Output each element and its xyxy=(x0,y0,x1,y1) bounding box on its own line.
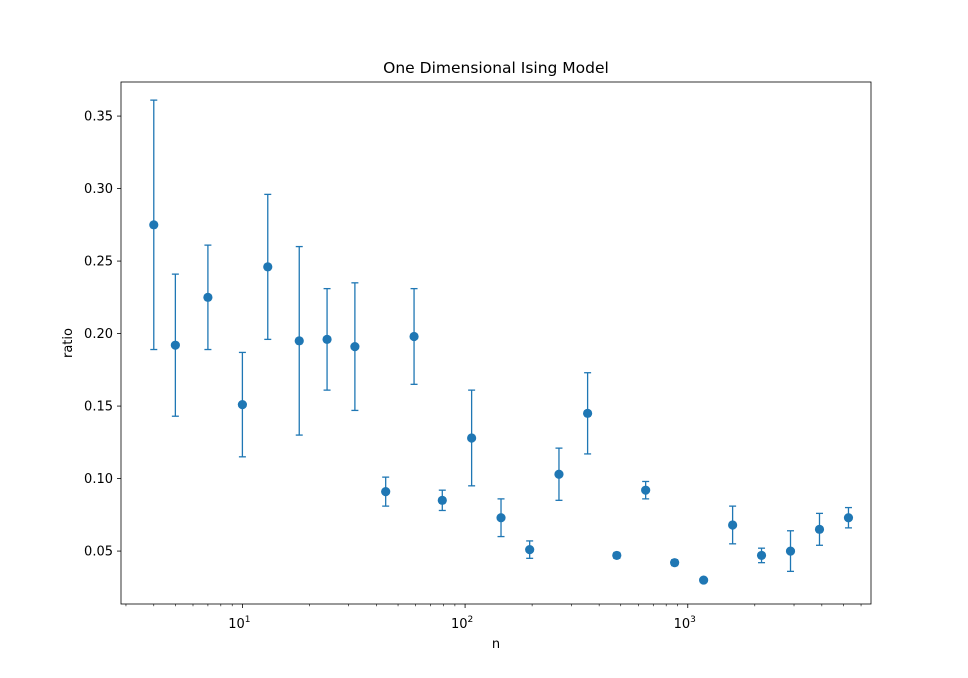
x-axis-ticks: 101 102 103 xyxy=(125,604,862,632)
data-point xyxy=(525,545,535,555)
y-axis-label: ratio xyxy=(61,328,76,358)
y-tick-label: 0.25 xyxy=(84,255,113,270)
data-point xyxy=(612,550,622,561)
y-tick-label: 0.35 xyxy=(84,110,113,125)
data-point xyxy=(409,331,419,342)
data-point xyxy=(350,342,360,352)
chart-title: One Dimensional Ising Model xyxy=(383,59,609,77)
data-point xyxy=(785,546,796,556)
data-point xyxy=(294,336,304,346)
data-point xyxy=(670,558,680,568)
x-axis-label: n xyxy=(492,637,500,652)
y-tick-label: 0.10 xyxy=(84,472,113,487)
data-point xyxy=(496,513,506,523)
data-point xyxy=(170,340,180,350)
data-point xyxy=(203,292,213,302)
data-point xyxy=(641,485,651,495)
data-point xyxy=(437,495,447,505)
x-tick-label: 103 xyxy=(674,615,696,632)
data-point xyxy=(728,520,738,530)
axes-frame xyxy=(120,81,872,605)
y-axis-ticks: 0.05 0.10 0.15 0.20 0.25 0.30 0.35 xyxy=(84,110,121,560)
y-tick-label: 0.15 xyxy=(84,400,113,415)
y-tick-label: 0.20 xyxy=(84,327,113,342)
data-point xyxy=(237,400,247,410)
data-point xyxy=(554,469,564,479)
y-tick-label: 0.30 xyxy=(84,182,113,197)
data-point xyxy=(263,262,273,272)
data-point xyxy=(843,513,854,523)
data-point xyxy=(814,524,825,534)
data-point xyxy=(699,575,709,585)
data-markers xyxy=(149,220,854,585)
y-tick-label: 0.05 xyxy=(84,545,113,560)
x-tick-label: 102 xyxy=(451,615,473,632)
x-tick-label: 101 xyxy=(228,615,250,632)
data-point xyxy=(149,220,159,230)
data-point xyxy=(467,433,477,443)
data-point xyxy=(583,408,593,418)
data-point xyxy=(756,550,767,561)
data-point xyxy=(322,334,332,344)
data-point xyxy=(381,487,391,497)
